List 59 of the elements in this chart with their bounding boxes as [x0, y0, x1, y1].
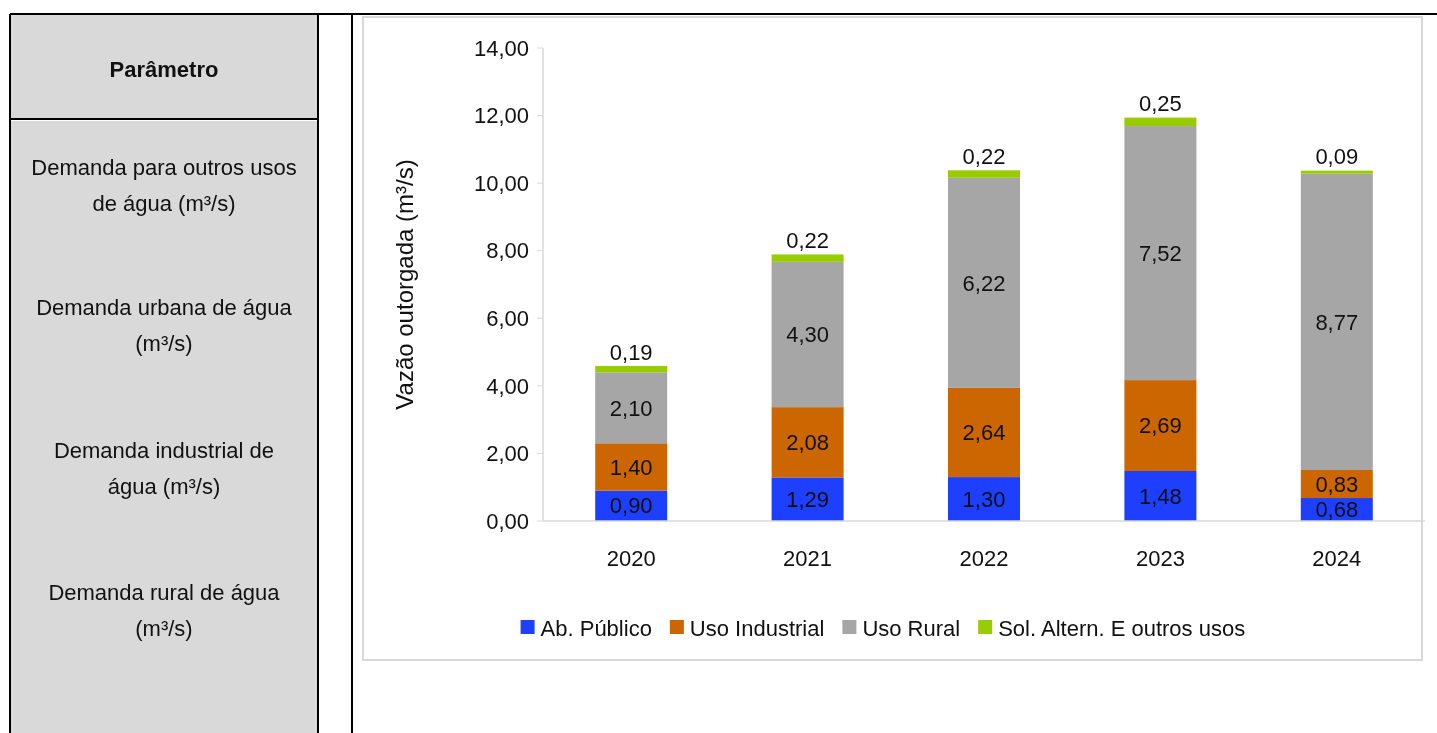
x-tick-label: 2022: [959, 546, 1009, 571]
text: Demanda urbana de água (m³/s): [36, 294, 293, 356]
legend-label: Ab. Público: [540, 615, 652, 641]
data-label: 7,52: [1138, 240, 1182, 266]
legend-label: Uso Industrial: [689, 615, 825, 641]
legend-label: Uso Rural: [862, 615, 961, 641]
data-label: 0,19: [609, 339, 653, 365]
bar: [1124, 117, 1197, 127]
bar: [595, 372, 668, 444]
x-tick-label: 2021: [783, 546, 833, 571]
data-label: 2,10: [609, 395, 653, 421]
bar: [771, 477, 844, 521]
y-tick-label: 6,00: [486, 305, 529, 331]
y-tick-label: 2,00: [486, 441, 529, 467]
data-label: 0,25: [1138, 91, 1182, 117]
data-label: 1,30: [962, 486, 1006, 512]
data-label: 1,29: [786, 486, 830, 512]
data-label: 2,69: [1138, 413, 1182, 439]
bar: [1300, 170, 1373, 174]
data-label: 1,48: [1138, 483, 1182, 509]
bar: [948, 387, 1020, 478]
data-label: 2,64: [962, 420, 1006, 446]
data-label: 0,90: [609, 493, 653, 519]
bar: [1124, 126, 1197, 381]
bar: [1124, 380, 1197, 471]
y-tick-label: 12,00: [473, 103, 529, 129]
bar: [948, 177, 1020, 388]
data-label: 0,22: [962, 144, 1006, 169]
bar: [1300, 173, 1373, 470]
bar: [771, 261, 844, 408]
data-label: 0,83: [1315, 471, 1359, 497]
x-tick-label: 2023: [1135, 546, 1185, 571]
bar: [595, 365, 668, 373]
bar: [948, 170, 1020, 178]
y-tick-label: 10,00: [473, 170, 529, 196]
y-tick-label: 14,00: [473, 35, 529, 61]
y-axis-title: Vazão outorgada (m³/s): [391, 159, 418, 410]
y-tick-label: 8,00: [486, 238, 529, 264]
bar: [595, 443, 668, 491]
y-tick-label: 4,00: [486, 373, 529, 399]
text: Demanda para outros usos de água (m³/s): [31, 154, 297, 216]
bar: [771, 254, 844, 262]
text: Demanda rural de água (m³/s): [48, 579, 281, 641]
bar: [771, 407, 844, 478]
x-tick-label: 2020: [606, 546, 656, 571]
text: Demanda industrial de água (m³/s): [53, 437, 275, 499]
data-label: 1,40: [609, 454, 653, 480]
data-label: 0,09: [1315, 144, 1359, 170]
data-label: 8,77: [1315, 309, 1359, 335]
data-label: 4,30: [786, 322, 830, 348]
data-label: 0,22: [786, 228, 830, 254]
data-label: 0,68: [1315, 497, 1359, 523]
data-label: 6,22: [962, 270, 1006, 296]
y-tick-label: 0,00: [486, 508, 529, 534]
data-label: 2,08: [786, 429, 830, 455]
bar: [1124, 471, 1197, 521]
text: Parâmetro: [109, 56, 219, 82]
x-tick-label: 2024: [1312, 546, 1362, 571]
legend-label: Sol. Altern. E outros usos: [998, 615, 1246, 641]
